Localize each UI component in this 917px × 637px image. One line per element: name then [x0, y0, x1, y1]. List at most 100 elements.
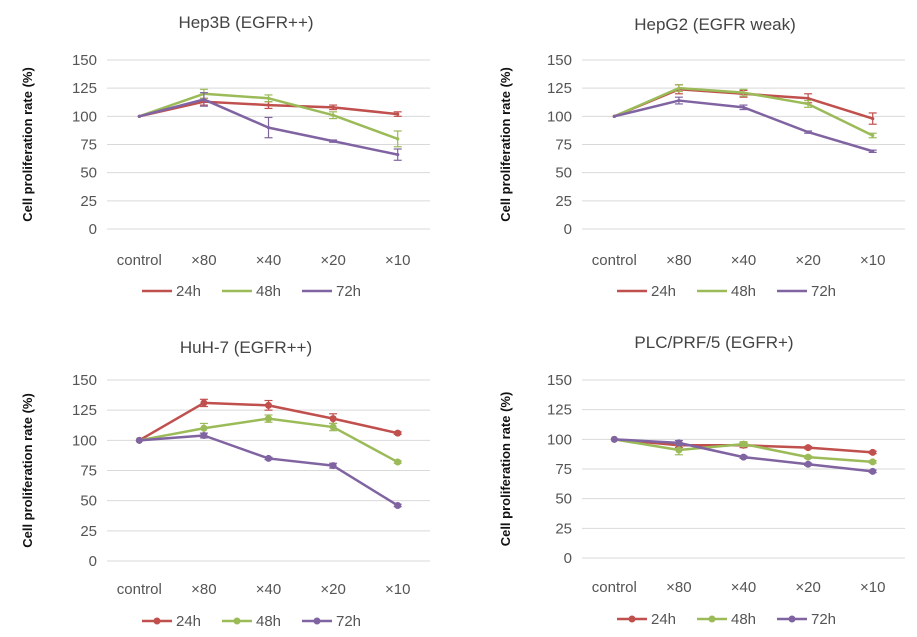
- y-tick-label: 0: [89, 221, 97, 238]
- x-tick-label: ×20: [795, 252, 820, 269]
- chart-title: HepG2 (EGFR weak): [634, 15, 796, 34]
- data-point: [804, 444, 812, 452]
- data-point: [869, 458, 877, 466]
- y-tick-label: 150: [547, 372, 572, 389]
- x-tick-label: ×10: [860, 252, 885, 269]
- chart-title: PLC/PRF/5 (EGFR+): [634, 333, 793, 352]
- data-point: [266, 96, 271, 100]
- data-point: [200, 424, 208, 432]
- data-point: [741, 105, 746, 109]
- data-point: [200, 432, 208, 440]
- y-axis-label: Cell proliferation rate (%): [498, 67, 513, 222]
- data-point: [804, 453, 812, 461]
- data-point: [396, 137, 400, 141]
- legend-label: 72h: [811, 611, 836, 628]
- data-point: [329, 462, 337, 470]
- y-tick-label: 75: [80, 463, 97, 480]
- legend-label: 72h: [336, 283, 361, 300]
- data-point: [331, 113, 335, 117]
- data-point: [394, 501, 402, 509]
- data-point: [806, 130, 810, 134]
- chart-title: HuH-7 (EGFR++): [180, 338, 312, 357]
- x-tick-label: ×80: [666, 579, 691, 596]
- y-tick-label: 75: [80, 137, 97, 154]
- data-point: [265, 401, 272, 409]
- series-72h: [135, 432, 402, 509]
- y-tick-label: 0: [564, 550, 572, 567]
- data-point: [871, 133, 875, 138]
- series-24h: [135, 398, 402, 444]
- series-48h: [612, 84, 877, 139]
- legend: 24h 48h 72h: [617, 611, 836, 628]
- data-point: [806, 102, 810, 106]
- data-point: [869, 448, 877, 456]
- legend-label: 48h: [256, 283, 281, 300]
- x-tick-label: ×10: [385, 581, 410, 598]
- data-point: [804, 460, 812, 468]
- chart-panel-4: PLC/PRF/5 (EGFR+) Cell proliferation rate…: [498, 333, 905, 628]
- x-tick-label: control: [117, 252, 162, 269]
- legend-label: 48h: [731, 611, 756, 628]
- series-72h: [612, 96, 877, 153]
- x-tick-label: ×20: [795, 579, 820, 596]
- data-point: [265, 415, 272, 423]
- data-point: [612, 114, 616, 118]
- data-point: [265, 454, 272, 462]
- legend: 24h 48h 72h: [142, 613, 361, 630]
- data-point: [869, 467, 877, 475]
- y-tick-label: 150: [72, 52, 97, 69]
- data-point: [331, 139, 335, 143]
- y-tick-label: 25: [555, 520, 572, 537]
- legend-label: 72h: [811, 283, 836, 300]
- y-tick-label: 125: [547, 402, 572, 419]
- legend-marker: [788, 615, 796, 623]
- x-tick-label: ×80: [191, 581, 216, 598]
- y-tick-label: 125: [547, 80, 572, 97]
- y-tick-label: 25: [555, 193, 572, 210]
- legend-label: 48h: [256, 613, 281, 630]
- legend-marker: [153, 617, 161, 625]
- legend-marker: [628, 615, 636, 623]
- legend-label: 24h: [651, 283, 676, 300]
- legend-marker: [313, 617, 321, 625]
- y-tick-label: 100: [547, 108, 572, 125]
- data-point: [200, 399, 208, 407]
- data-point: [394, 458, 402, 466]
- y-tick-label: 75: [555, 461, 572, 478]
- chart-title: Hep3B (EGFR++): [178, 13, 313, 32]
- data-point: [610, 435, 618, 443]
- x-tick-label: ×40: [731, 252, 756, 269]
- data-point: [740, 453, 747, 461]
- x-tick-label: ×10: [385, 252, 410, 269]
- data-point: [396, 153, 400, 157]
- data-point: [266, 103, 271, 107]
- data-point: [394, 429, 402, 437]
- y-tick-label: 50: [80, 165, 97, 182]
- legend: 24h 48h 72h: [142, 283, 361, 300]
- data-point: [331, 105, 335, 109]
- y-axis-label: Cell proliferation rate (%): [498, 392, 513, 547]
- x-tick-label: ×80: [666, 252, 691, 269]
- y-tick-label: 50: [555, 165, 572, 182]
- data-point: [740, 440, 747, 448]
- y-tick-label: 25: [80, 523, 97, 540]
- legend-label: 24h: [651, 611, 676, 628]
- data-point: [871, 116, 875, 121]
- legend-marker: [708, 615, 716, 623]
- data-point: [137, 114, 141, 118]
- legend-label: 48h: [731, 283, 756, 300]
- data-point: [677, 86, 681, 90]
- legend-marker: [233, 617, 241, 625]
- data-point: [741, 91, 746, 95]
- x-tick-label: ×10: [860, 579, 885, 596]
- series-72h: [137, 92, 402, 161]
- y-tick-label: 0: [564, 221, 572, 238]
- x-tick-label: ×20: [320, 581, 345, 598]
- y-tick-label: 25: [80, 193, 97, 210]
- data-point: [871, 149, 875, 153]
- y-axis-label: Cell proliferation rate (%): [20, 393, 35, 548]
- x-tick-label: ×40: [256, 581, 281, 598]
- chart-panel-1: Hep3B (EGFR++) Cell proliferation rate (%…: [20, 13, 430, 300]
- data-point: [677, 98, 681, 103]
